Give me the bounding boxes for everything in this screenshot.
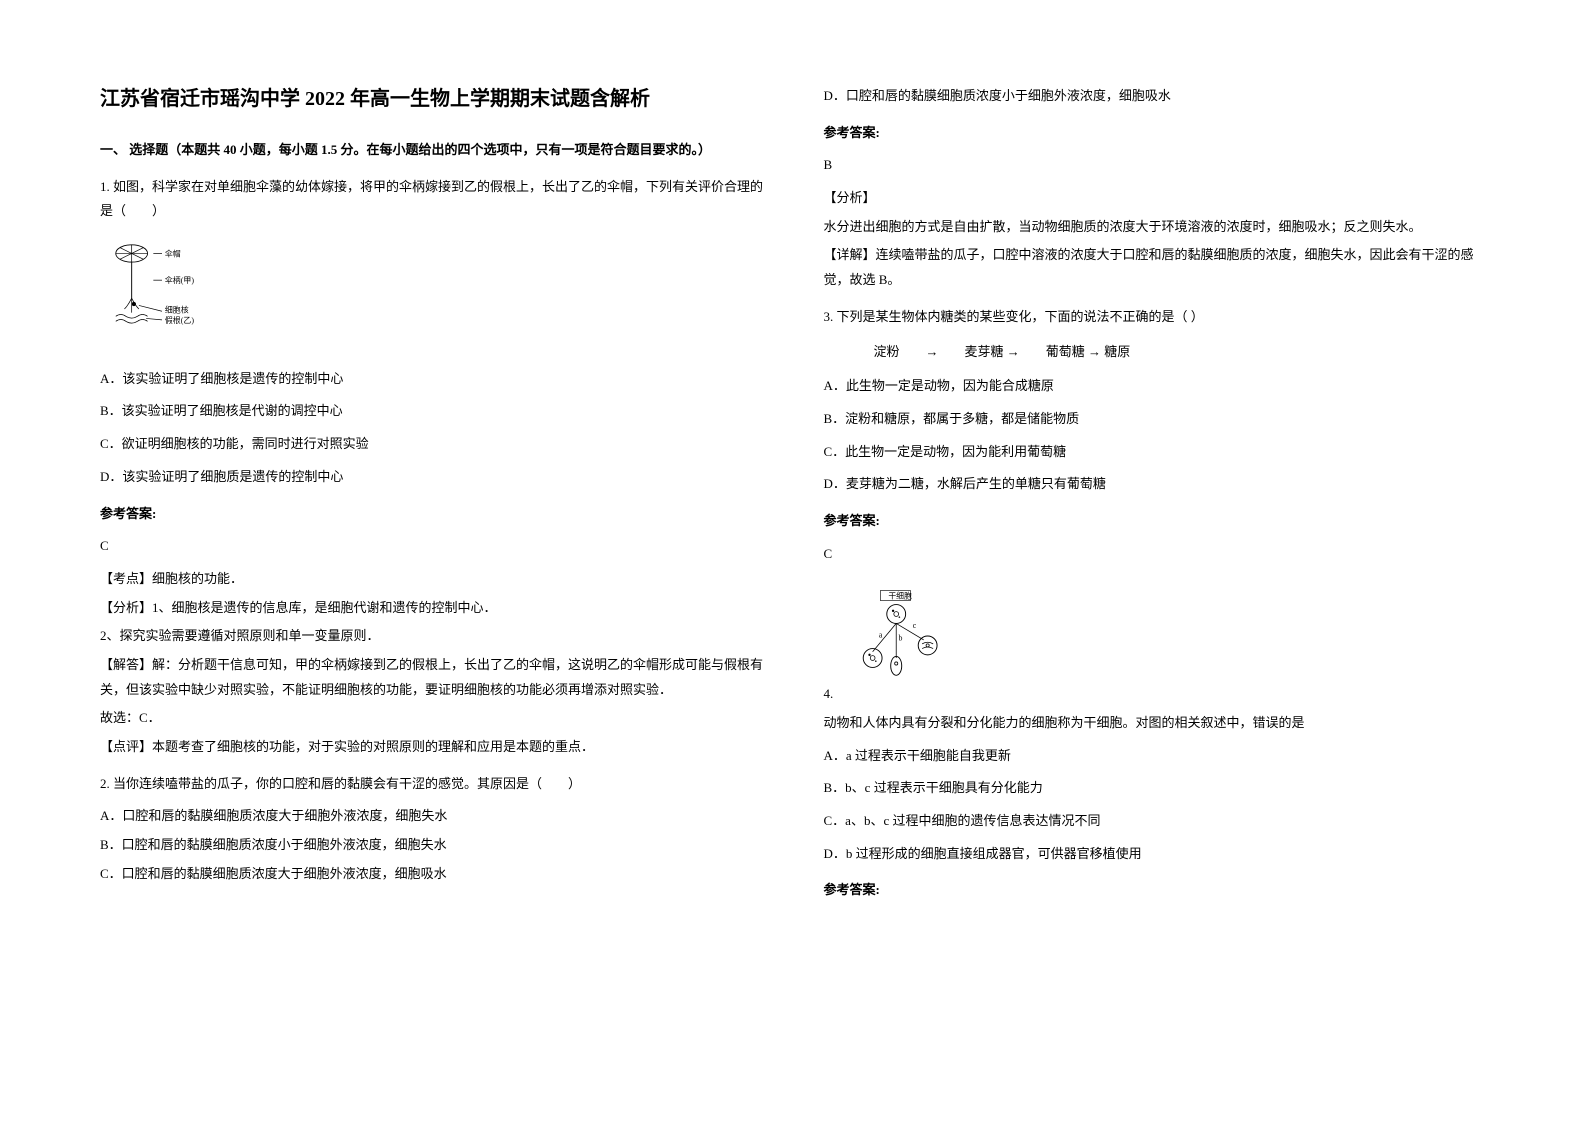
q2-option-b: B．口腔和唇的黏膜细胞质浓度小于细胞外液浓度，细胞失水 — [100, 833, 764, 858]
q4-option-b: B．b、c 过程表示干细胞具有分化能力 — [824, 776, 1488, 801]
q2-analysis: 水分进出细胞的方式是自由扩散，当动物细胞质的浓度大于环境溶液的浓度时，细胞吸水；… — [824, 215, 1488, 240]
section-header: 一、 选择题（本题共 40 小题，每小题 1.5 分。在每小题给出的四个选项中，… — [100, 138, 764, 163]
q4-row: 4. 干细胞 a b c — [824, 574, 1488, 707]
q1-analysis1: 【分析】1、细胞核是遗传的信息库，是细胞代谢和遗传的控制中心． — [100, 596, 764, 621]
q1-comment: 【点评】本题考查了细胞核的功能，对于实验的对照原则的理解和应用是本题的重点． — [100, 735, 764, 760]
q1-label-stalk: 伞柄(甲) — [165, 275, 194, 285]
q4-stem-prefix: 4. — [824, 682, 834, 707]
q1-diagram: 伞帽 伞柄(甲) 细胞核 假根(乙) — [110, 236, 764, 355]
q4-label-b: b — [899, 634, 903, 643]
q4-diagram: 干细胞 a b c — [853, 586, 963, 695]
q1-conclusion: 故选：C． — [100, 706, 764, 731]
q1-option-c: C．欲证明细胞核的功能，需同时进行对照实验 — [100, 432, 764, 457]
q3-diagram: 淀粉 → 麦芽糖 → 葡萄糖 → 糖原 — [874, 340, 1488, 365]
q2-answer: B — [824, 153, 1488, 178]
q2-option-d: D．口腔和唇的黏膜细胞质浓度小于细胞外液浓度，细胞吸水 — [824, 84, 1488, 109]
q4-option-c: C．a、b、c 过程中细胞的遗传信息表达情况不同 — [824, 809, 1488, 834]
q1-option-d: D．该实验证明了细胞质是遗传的控制中心 — [100, 465, 764, 490]
q1-label-root: 假根(乙) — [165, 315, 194, 325]
q1-option-a: A．该实验证明了细胞核是遗传的控制中心 — [100, 367, 764, 392]
q4-label-c: c — [913, 621, 917, 630]
q1-answer: C — [100, 534, 764, 559]
q3-answer: C — [824, 542, 1488, 567]
q1-answer-label: 参考答案: — [100, 502, 764, 527]
q1-label-nucleus: 细胞核 — [165, 305, 189, 315]
q1-analysis2: 2、探究实验需要遵循对照原则和单一变量原则． — [100, 624, 764, 649]
q2-option-a: A．口腔和唇的黏膜细胞质浓度大于细胞外液浓度，细胞失水 — [100, 804, 764, 829]
q3-option-a: A．此生物一定是动物，因为能合成糖原 — [824, 374, 1488, 399]
right-column: D．口腔和唇的黏膜细胞质浓度小于细胞外液浓度，细胞吸水 参考答案: B 【分析】… — [824, 80, 1488, 903]
q3-stem: 3. 下列是某生物体内糖类的某些变化，下面的说法不正确的是（ ） — [824, 305, 1488, 330]
q3-option-d: D．麦芽糖为二糖，水解后产生的单糖只有葡萄糖 — [824, 472, 1488, 497]
q3-answer-label: 参考答案: — [824, 509, 1488, 534]
q2-answer-label: 参考答案: — [824, 121, 1488, 146]
q1-point: 【考点】细胞核的功能． — [100, 567, 764, 592]
q2-stem: 2. 当你连续嗑带盐的瓜子，你的口腔和唇的黏膜会有干涩的感觉。其原因是（ ） — [100, 772, 764, 797]
q4-option-d: D．b 过程形成的细胞直接组成器官，可供器官移植使用 — [824, 842, 1488, 867]
q4-label-stem: 干细胞 — [889, 591, 913, 601]
document-title: 江苏省宿迁市瑶沟中学 2022 年高一生物上学期期末试题含解析 — [100, 80, 764, 118]
q4-stem-suffix: 动物和人体内具有分裂和分化能力的细胞称为干细胞。对图的相关叙述中，错误的是 — [824, 711, 1488, 736]
q3-option-b: B．淀粉和糖原，都属于多糖，都是储能物质 — [824, 407, 1488, 432]
left-column: 江苏省宿迁市瑶沟中学 2022 年高一生物上学期期末试题含解析 一、 选择题（本… — [100, 80, 764, 903]
q2-option-c: C．口腔和唇的黏膜细胞质浓度大于细胞外液浓度，细胞吸水 — [100, 862, 764, 887]
q4-answer-label: 参考答案: — [824, 878, 1488, 903]
q1-option-b: B．该实验证明了细胞核是代谢的调控中心 — [100, 399, 764, 424]
q1-solution: 【解答】解：分析题干信息可知，甲的伞柄嫁接到乙的假根上，长出了乙的伞帽，这说明乙… — [100, 653, 764, 702]
q2-detail: 【详解】连续嗑带盐的瓜子，口腔中溶液的浓度大于口腔和唇的黏膜细胞质的浓度，细胞失… — [824, 243, 1488, 292]
q1-label-cap: 伞帽 — [165, 248, 181, 258]
q3-option-c: C．此生物一定是动物，因为能利用葡萄糖 — [824, 440, 1488, 465]
q4-label-a: a — [879, 631, 883, 640]
q4-option-a: A．a 过程表示干细胞能自我更新 — [824, 744, 1488, 769]
q2-analysis-label: 【分析】 — [824, 186, 1488, 211]
q1-stem: 1. 如图，科学家在对单细胞伞藻的幼体嫁接，将甲的伞柄嫁接到乙的假根上，长出了乙… — [100, 175, 764, 224]
